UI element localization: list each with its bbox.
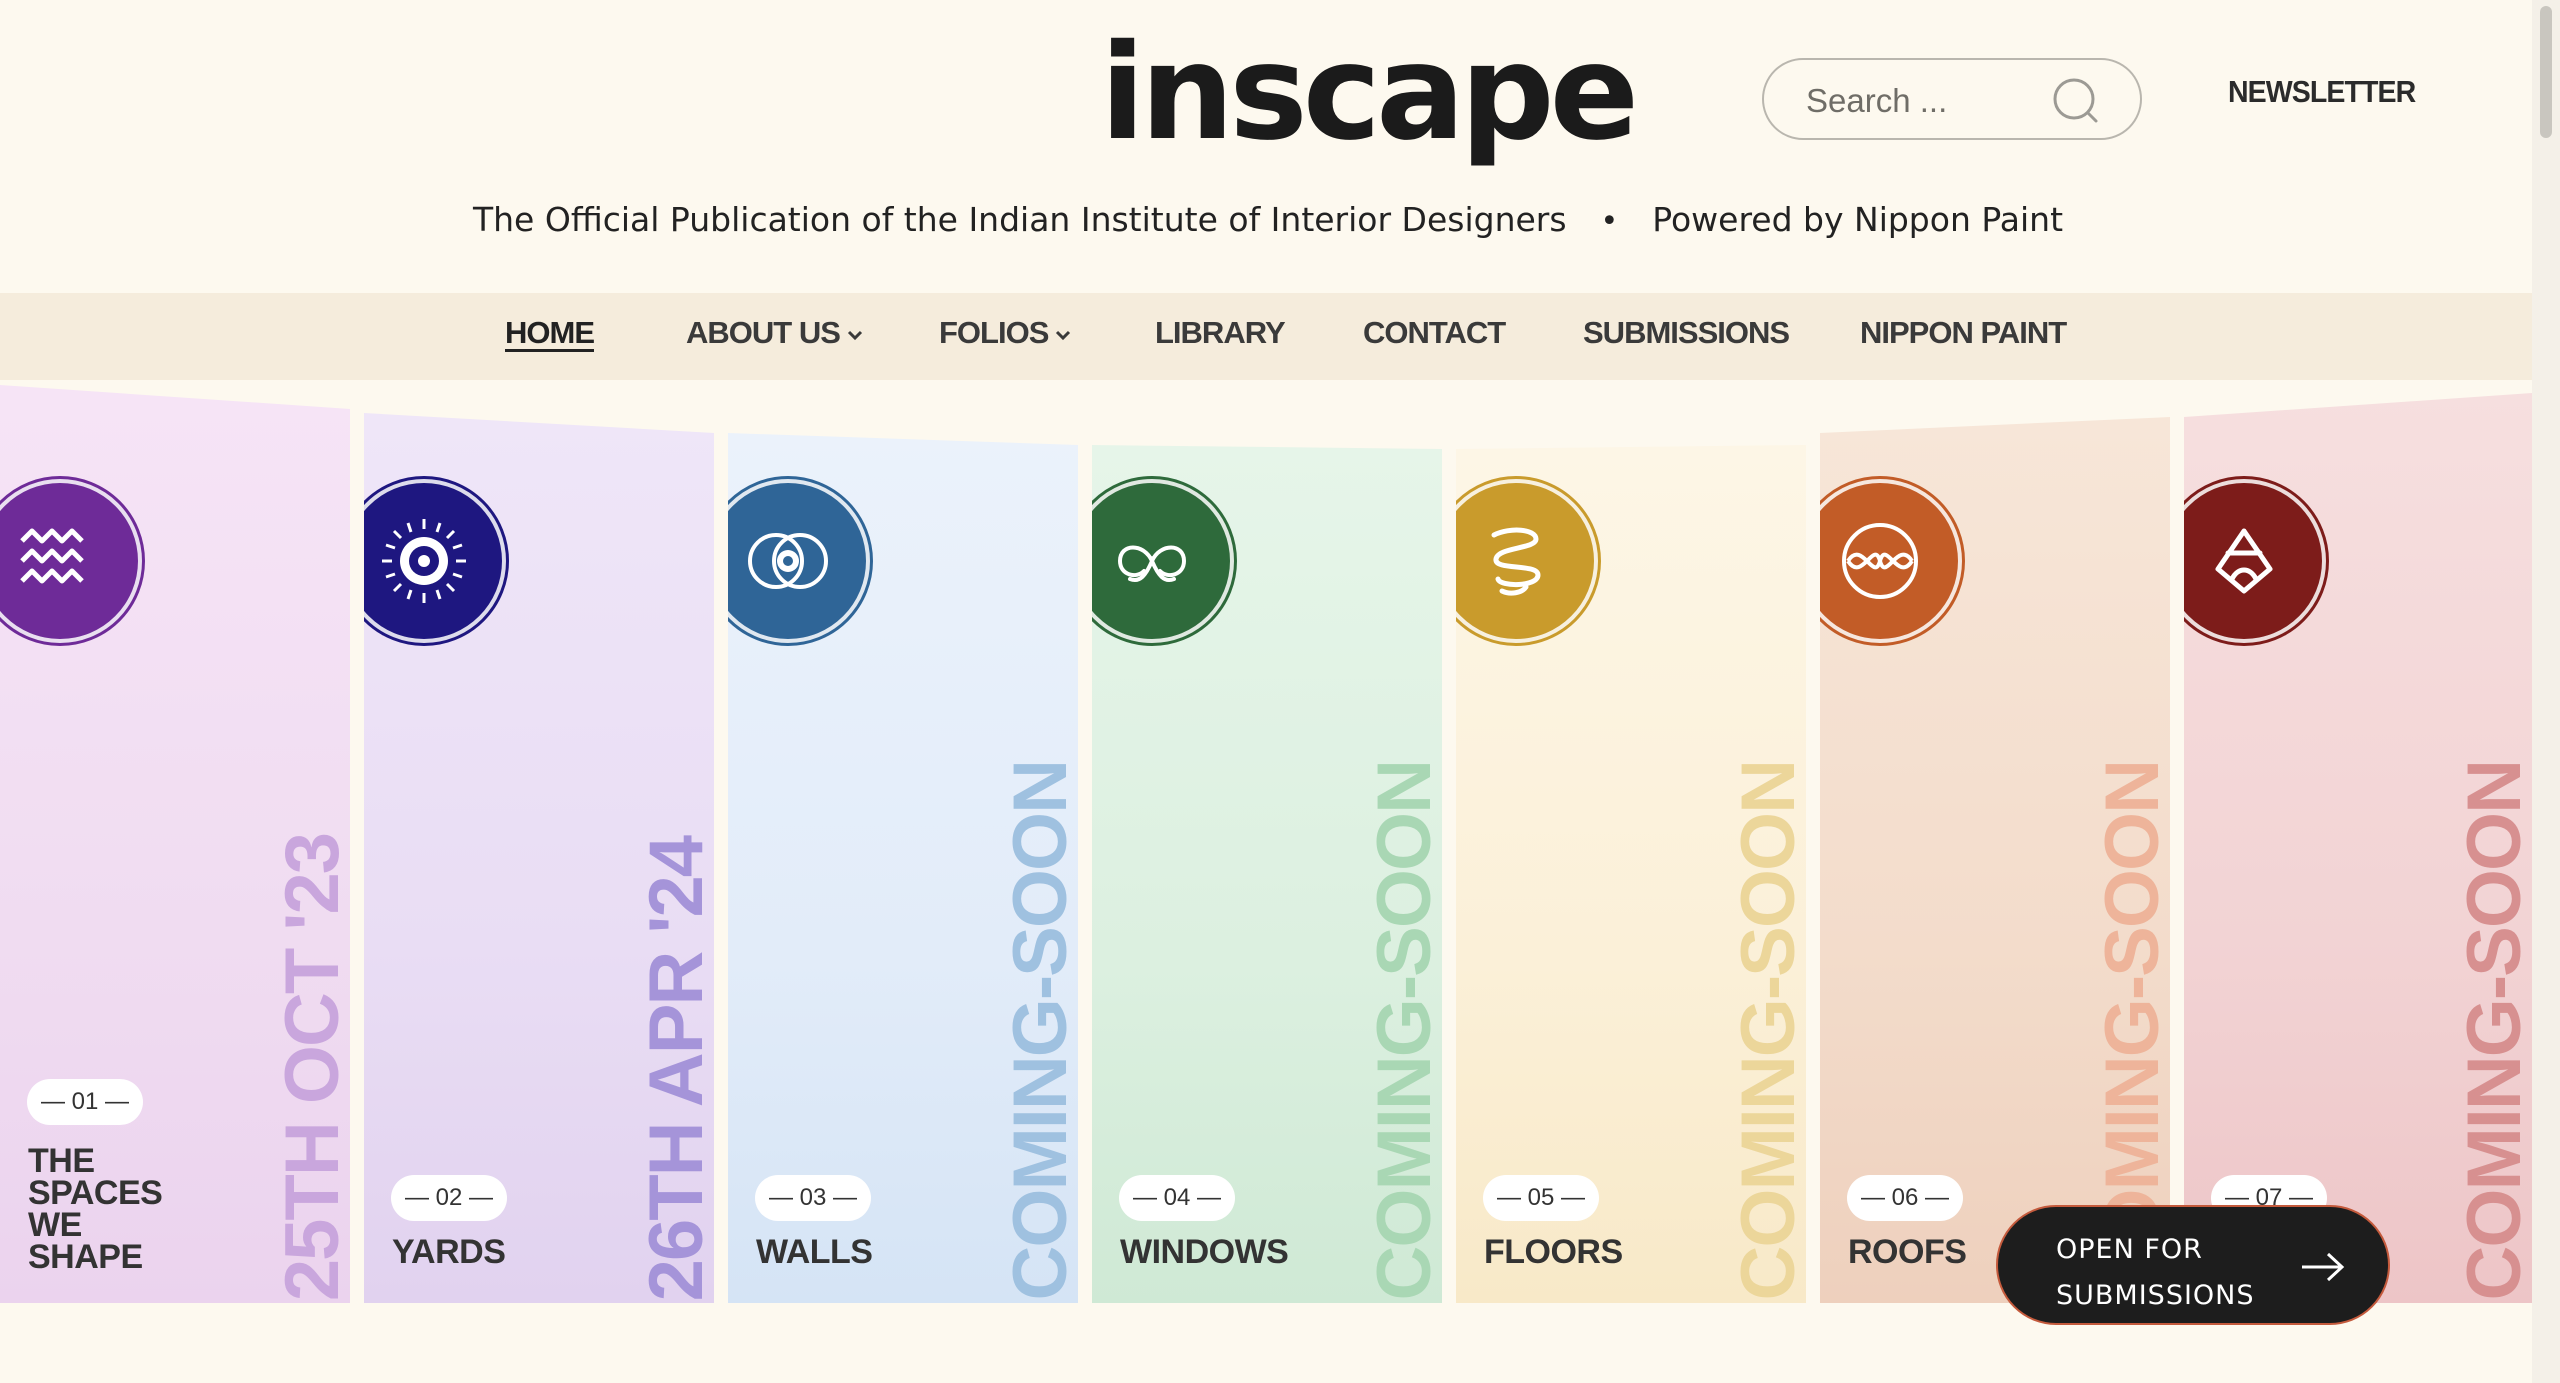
folio-status-01: 25TH OCT '23 — [270, 833, 350, 1301]
folio-emblem-03 — [728, 476, 873, 646]
folio-emblem-07 — [2184, 476, 2329, 646]
nav-home[interactable]: HOME — [505, 315, 595, 351]
folio-panel-06[interactable]: COMING-SOON — 06 — ROOFS — [1820, 417, 2170, 1303]
sun-eye-icon — [382, 519, 466, 603]
folio-emblem-02 — [364, 476, 509, 646]
folio-status-03: COMING-SOON — [998, 761, 1078, 1301]
folio-panel-03[interactable]: COMING-SOON — 03 — WALLS — [728, 433, 1078, 1303]
folio-title-03: WALLS — [756, 1233, 873, 1271]
search-icon[interactable] — [2052, 77, 2100, 125]
waves-icon — [20, 528, 84, 584]
nav-nippon-paint[interactable]: NIPPON PAINT — [1860, 315, 2067, 351]
folio-status-07: COMING-SOON — [2452, 761, 2532, 1301]
arrow-right-icon — [2302, 1252, 2345, 1282]
nav-folios[interactable]: FOLIOS — [939, 315, 1072, 351]
nav-submissions[interactable]: SUBMISSIONS — [1583, 315, 1790, 351]
orb-knot-icon — [1842, 523, 1918, 599]
folio-emblem-04 — [1092, 476, 1237, 646]
tagline-separator: • — [1600, 204, 1619, 239]
coil-icon — [1491, 527, 1541, 596]
folio-panel-07[interactable]: COMING-SOON — 07 — — [2184, 393, 2532, 1303]
infinity-knot-icon — [1117, 545, 1187, 582]
folio-number-04: — 04 — — [1119, 1175, 1236, 1221]
main-navigation: HOME ABOUT US FOLIOS LIBRARY CONTACT SUB… — [0, 293, 2532, 380]
folio-status-04: COMING-SOON — [1362, 761, 1442, 1301]
tagline-powered-by: Powered by Nippon Paint — [1652, 200, 2064, 239]
nav-about-us-label: ABOUT US — [686, 315, 841, 350]
scrollbar-thumb[interactable] — [2540, 6, 2552, 138]
folio-panel-04[interactable]: COMING-SOON — 04 — WINDOWS — [1092, 445, 1442, 1303]
tagline-publication: The Official Publication of the Indian I… — [472, 200, 1567, 239]
folio-title-06: ROOFS — [1848, 1233, 1967, 1271]
nav-nippon-paint-label: NIPPON PAINT — [1860, 315, 2067, 350]
site-logo[interactable]: inscape — [1100, 16, 1639, 170]
folio-number-02: — 02 — — [391, 1175, 508, 1221]
chevron-down-icon — [1056, 330, 1071, 340]
folio-emblem-05 — [1456, 476, 1601, 646]
folio-status-02: 26TH APR '24 — [634, 836, 714, 1301]
nav-library[interactable]: LIBRARY — [1155, 315, 1286, 351]
search-box — [1762, 58, 2142, 140]
nav-contact-label: CONTACT — [1363, 315, 1506, 350]
open-for-submissions-button[interactable]: OPEN FOR SUBMISSIONS — [1996, 1205, 2390, 1325]
folio-number-05: — 05 — — [1483, 1175, 1600, 1221]
nav-about-us[interactable]: ABOUT US — [686, 315, 864, 351]
folio-number-06: — 06 — — [1847, 1175, 1964, 1221]
chevron-down-icon — [847, 330, 862, 340]
folio-panel-01[interactable]: 25TH OCT '23 — 01 — THE SPACES WE SHAPE — [0, 385, 350, 1303]
nav-submissions-label: SUBMISSIONS — [1583, 315, 1790, 350]
nav-folios-label: FOLIOS — [939, 315, 1049, 350]
nav-home-label: HOME — [505, 315, 595, 350]
folio-number-01: — 01 — — [27, 1079, 144, 1125]
nav-contact[interactable]: CONTACT — [1363, 315, 1506, 351]
newsletter-link[interactable]: NEWSLETTER — [2228, 74, 2416, 109]
folio-status-05: COMING-SOON — [1726, 761, 1806, 1301]
folio-emblem-06 — [1820, 476, 1965, 646]
folio-title-05: FLOORS — [1484, 1233, 1623, 1271]
folio-title-01: THE SPACES WE SHAPE — [28, 1142, 163, 1276]
search-input[interactable] — [1804, 78, 2058, 124]
folio-panel-02[interactable]: 26TH APR '24 — 02 — YARDS — [364, 413, 714, 1303]
tagline: The Official Publication of the Indian I… — [0, 200, 2536, 239]
folio-emblem-01 — [0, 476, 145, 646]
folio-number-03: — 03 — — [755, 1175, 872, 1221]
nav-library-label: LIBRARY — [1155, 315, 1286, 350]
folio-panel-05[interactable]: COMING-SOON — 05 — FLOORS — [1456, 445, 1806, 1303]
open-for-submissions-label: OPEN FOR SUBMISSIONS — [2056, 1234, 2255, 1311]
folio-title-04: WINDOWS — [1120, 1233, 1289, 1271]
eye-rings-icon — [748, 533, 828, 589]
folio-title-02: YARDS — [392, 1233, 506, 1271]
triquetra-icon — [2215, 528, 2273, 594]
page-scrollbar[interactable] — [2532, 0, 2560, 1383]
